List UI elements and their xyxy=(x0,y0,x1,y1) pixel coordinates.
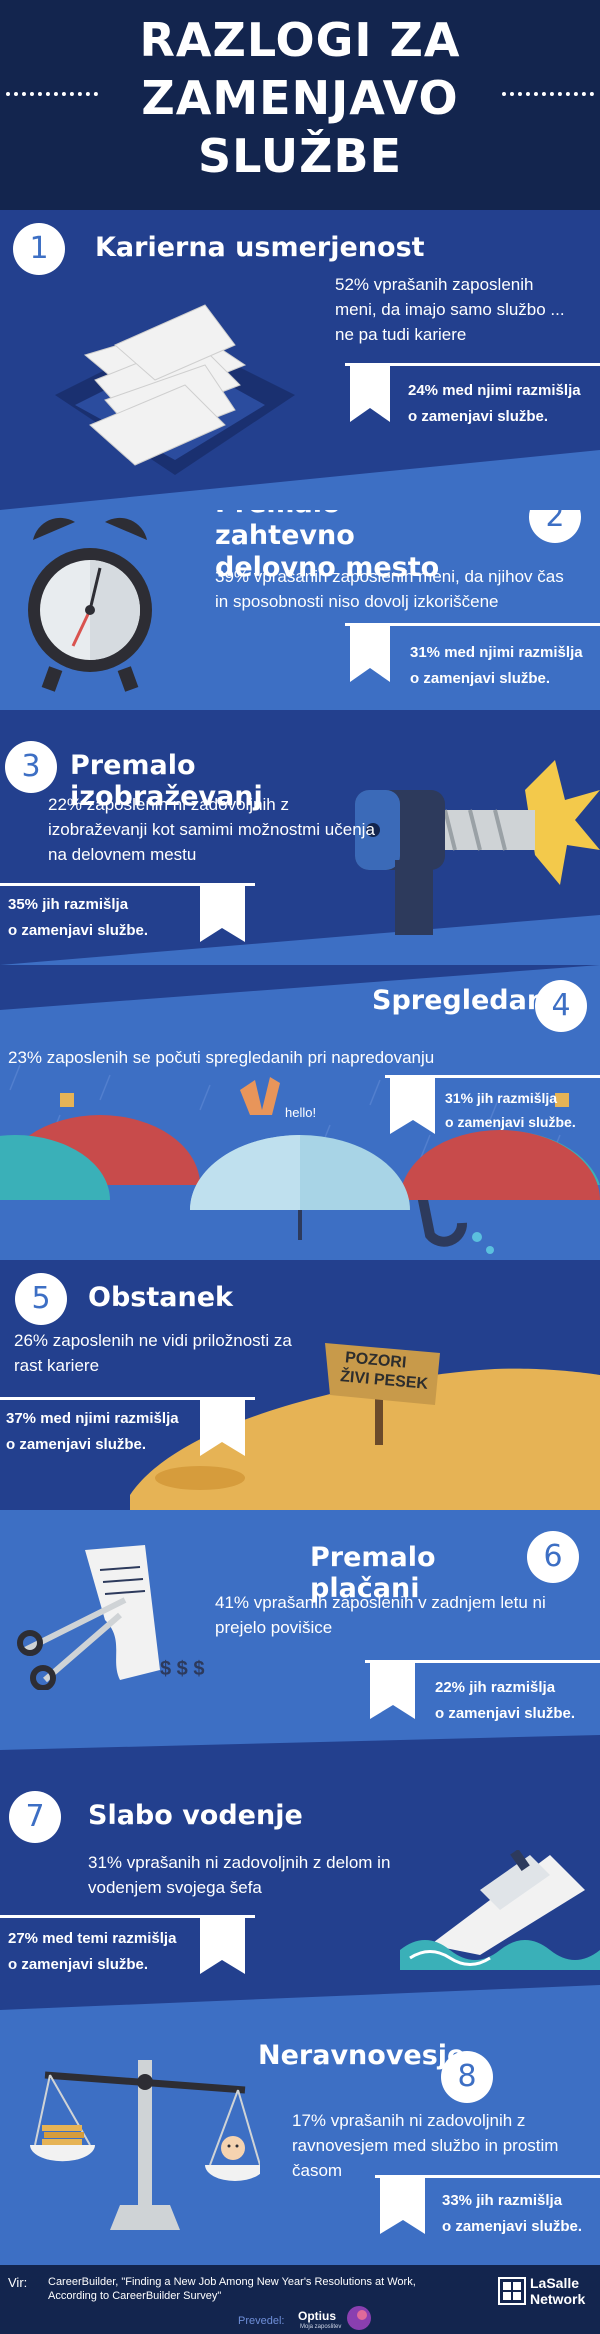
reason-title-5: Obstanek xyxy=(88,1282,233,1313)
reason-number-badge-1: 1 xyxy=(12,222,66,276)
section-3-background xyxy=(0,710,600,965)
reason-stat-6-line-2: o zamenjavi službe. xyxy=(435,1705,576,1722)
reason-number-badge-3: 3 xyxy=(4,740,58,794)
bookmark-ribbon-icon xyxy=(0,1397,255,1456)
reason-title-3: Premalo izobraževanj xyxy=(70,750,263,812)
reason-stat-3-line-2: o zamenjavi službe. xyxy=(8,922,149,939)
reason-description-5: 26% zaposlenih ne vidi priložnosti za ra… xyxy=(14,1331,292,1375)
bookmark-ribbon-icon xyxy=(345,623,600,682)
source-label: Vir: xyxy=(8,2275,28,2290)
section-5-background xyxy=(0,1260,600,1510)
reason-description-7: 31% vprašanih ni zadovoljnih z delom in … xyxy=(88,1853,391,1897)
optius-logo-icon xyxy=(347,2306,371,2330)
section-4-background xyxy=(0,965,600,1260)
reason-stat-4-line-1: 31% jih razmišlja xyxy=(445,1090,558,1106)
reason-section-7: 7 Slabo vodenje 31% vprašanih ni zadovol… xyxy=(0,1750,600,2010)
brand-name-line-1: LaSalle xyxy=(530,2275,580,2291)
megaphone-drill-icon xyxy=(355,760,600,935)
bookmark-ribbon-icon xyxy=(365,1660,600,1719)
reason-section-1: 1 Karierna usmerjenost 52% vprašanih zap… xyxy=(0,210,600,510)
bookmark-ribbon-icon xyxy=(385,1075,600,1134)
papers-stack-icon xyxy=(55,304,295,475)
header-title-line-1: RAZLOGI ZA xyxy=(139,13,461,67)
quicksand-warning-sign xyxy=(325,1343,440,1445)
bookmark-ribbon-icon xyxy=(0,1915,255,1974)
reason-stat-3-line-1: 35% jih razmišlja xyxy=(8,896,129,913)
scissors-paycheck-icon xyxy=(17,1545,160,1690)
bookmark-ribbon-icon xyxy=(375,2175,600,2234)
header: RAZLOGI ZA ZAMENJAVO SLUŽBE xyxy=(0,0,600,210)
header-title-line-3: SLUŽBE xyxy=(198,129,402,183)
reason-stat-5-line-1: 37% med njimi razmišlja xyxy=(6,1410,179,1427)
speech-bubble-hello: hello! xyxy=(285,1105,317,1120)
bookmark-ribbon-icon xyxy=(0,883,255,942)
paycheck-dollar-signs: $ $ $ xyxy=(160,1658,205,1680)
reason-number-badge-6: 6 xyxy=(526,1530,580,1584)
sinking-ship-icon xyxy=(400,1850,600,1970)
reason-description-3: 22% zaposlenih ni zadovoljnih z izobraže… xyxy=(48,795,375,864)
reason-stat-1-line-2: o zamenjavi službe. xyxy=(408,408,549,425)
lasalle-network-logo-icon xyxy=(498,2277,526,2305)
reason-title-4: Spregledani xyxy=(372,985,556,1016)
reason-description-8: 17% vprašanih ni zadovoljnih z ravnovesj… xyxy=(292,2111,559,2180)
reason-title-1: Karierna usmerjenost xyxy=(95,232,425,263)
reason-section-4: Spregledani 4 23% zaposlenih se počuti s… xyxy=(0,965,600,1260)
balance-scale-icon xyxy=(30,2060,260,2230)
header-title-line-2: ZAMENJAVO xyxy=(141,71,459,125)
reason-section-6: $ $ $ Premalo plačani 6 41% vprašanih za… xyxy=(0,1510,600,1750)
reason-title-7: Slabo vodenje xyxy=(88,1800,303,1831)
header-dots-right xyxy=(502,92,594,96)
reason-number-badge-8: 8 xyxy=(440,2050,494,2104)
reason-section-3: 3 Premalo izobraževanj 22% zaposlenih ni… xyxy=(0,710,600,965)
reason-description-4: 23% zaposlenih se počuti spregledanih pr… xyxy=(8,1048,435,1067)
bookmark-ribbon-icon xyxy=(345,363,600,422)
translated-by-label: Prevedel: xyxy=(238,2315,285,2327)
reason-number-badge-2: 2 xyxy=(528,510,582,544)
reason-stat-8-line-1: 33% jih razmišlja xyxy=(442,2192,563,2209)
section-8-background xyxy=(0,2010,600,2265)
reason-title-2: Premalo zahtevno delovno mesto xyxy=(215,510,440,583)
reason-stat-2-line-1: 31% med njimi razmišlja xyxy=(410,644,583,661)
reason-stat-1-line-1: 24% med njimi razmišlja xyxy=(408,382,581,399)
reason-stat-7-line-1: 27% med temi razmišlja xyxy=(8,1930,177,1947)
header-dots-left xyxy=(6,92,98,96)
reason-section-8: Neravnovesje 8 17% vprašanih ni zadovolj… xyxy=(0,2010,600,2265)
reason-number-badge-5: 5 xyxy=(14,1272,68,1326)
reason-stat-5-line-2: o zamenjavi službe. xyxy=(6,1436,147,1453)
reason-title-8: Neravnovesje xyxy=(258,2040,466,2071)
reason-description-1: 52% vprašanih zaposlenih meni, da imajo … xyxy=(335,275,565,344)
reason-stat-6-line-1: 22% jih razmišlja xyxy=(435,1679,556,1696)
alarm-clock-icon xyxy=(28,517,152,692)
source-citation: CareerBuilder, "Finding a New Job Among … xyxy=(48,2276,416,2302)
reason-number-badge-7: 7 xyxy=(8,1790,62,1844)
reason-stat-2-line-2: o zamenjavi službe. xyxy=(410,670,551,687)
reason-stat-8-line-2: o zamenjavi službe. xyxy=(442,2218,583,2235)
footer: Vir: CareerBuilder, "Finding a New Job A… xyxy=(0,2265,600,2334)
reason-description-2: 39% vprašanih zaposlenih meni, da njihov… xyxy=(215,567,564,611)
reason-title-6: Premalo plačani xyxy=(310,1542,436,1604)
reason-description-6: 41% vprašanih zaposlenih v zadnjem letu … xyxy=(215,1593,546,1637)
reason-stat-4-line-2: o zamenjavi službe. xyxy=(445,1114,576,1130)
brand-name-line-2: Network xyxy=(530,2291,586,2307)
translator-logo-tagline: Moja zaposlitev xyxy=(300,2324,342,2330)
reason-section-2: Premalo zahtevno delovno mesto 2 39% vpr… xyxy=(0,510,600,710)
translator-logo-name: Optius xyxy=(298,2309,336,2323)
reason-stat-7-line-2: o zamenjavi službe. xyxy=(8,1956,149,1973)
reason-number-badge-4: 4 xyxy=(534,979,588,1033)
reason-section-5: POZORI ŽIVI PESEK 5 Obstanek 26% zaposle… xyxy=(0,1260,600,1510)
